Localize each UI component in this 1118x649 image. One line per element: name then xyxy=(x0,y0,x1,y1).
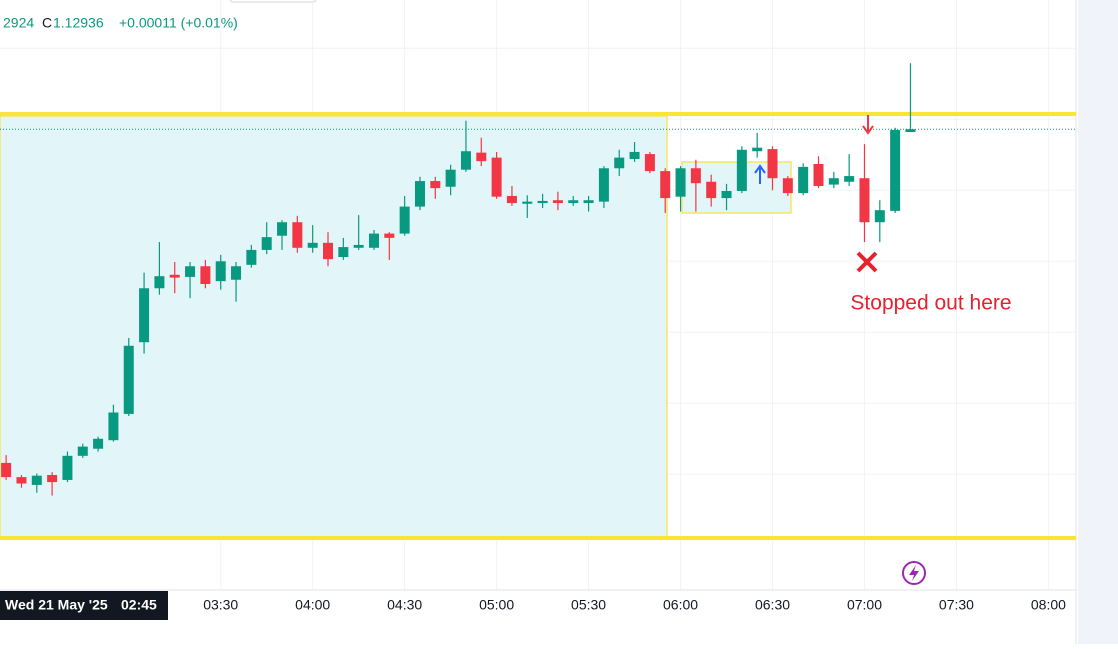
candle-body xyxy=(813,164,824,187)
candle-body xyxy=(598,168,609,202)
range-box xyxy=(0,115,668,539)
candle-body xyxy=(890,129,901,211)
candle-body xyxy=(384,233,395,238)
candle-body xyxy=(583,200,594,204)
x-tick-label: 06:00 xyxy=(663,597,698,613)
candle-body xyxy=(123,345,134,414)
candle-body xyxy=(675,168,686,197)
candle-body xyxy=(277,222,288,236)
candle-body xyxy=(767,149,778,179)
alert-icon[interactable] xyxy=(902,561,926,585)
x-tick-label: 04:00 xyxy=(295,597,330,613)
candle-body xyxy=(706,181,717,199)
candle-body xyxy=(859,178,870,223)
x-tick-label: 05:00 xyxy=(479,597,514,613)
candle-body xyxy=(62,455,73,480)
annotation: Stopped out here xyxy=(850,292,1011,315)
x-tick-label: 06:30 xyxy=(755,597,790,613)
candle-body xyxy=(721,190,732,199)
candle-body xyxy=(552,200,563,204)
top-tab xyxy=(229,0,317,3)
candle-body xyxy=(353,244,364,248)
candle-body xyxy=(154,276,165,289)
candle-body xyxy=(537,200,548,204)
x-tick-label: 07:00 xyxy=(847,597,882,613)
candle-body xyxy=(414,181,425,207)
x-tick-label: 04:30 xyxy=(387,597,422,613)
candle-body xyxy=(828,178,839,185)
header-low: 2924 xyxy=(3,15,34,31)
candle-body xyxy=(614,157,625,169)
candle-body xyxy=(323,242,334,260)
x-tick-label: 07:30 xyxy=(939,597,974,613)
candle-body xyxy=(568,200,579,204)
exit-arrow xyxy=(862,115,874,135)
candle-body xyxy=(690,168,701,184)
candle-body xyxy=(108,412,119,441)
crosshair-date: Wed 21 May '25 xyxy=(5,597,108,613)
candle-body xyxy=(139,288,150,343)
candle-body xyxy=(844,176,855,182)
candles xyxy=(1,63,916,496)
candle-body xyxy=(215,261,226,282)
candle-body xyxy=(231,266,242,280)
candle-body xyxy=(736,149,747,191)
header-change: +0.00011 (+0.01%) xyxy=(119,15,238,31)
candle-body xyxy=(476,152,487,162)
crosshair-time: 02:45 xyxy=(121,597,157,613)
candle-body xyxy=(16,477,27,484)
x-tick-label: 05:30 xyxy=(571,597,606,613)
candle-body xyxy=(93,438,104,449)
candle-body xyxy=(874,210,885,223)
crosshair-box xyxy=(0,591,168,620)
candle-body xyxy=(292,222,303,248)
x-tick-label: 08:00 xyxy=(1031,597,1066,613)
candle-body xyxy=(445,169,456,187)
candle-body xyxy=(307,242,318,248)
candle-body xyxy=(752,147,763,152)
candle-body xyxy=(506,195,517,204)
candle-body xyxy=(905,129,916,133)
candle-body xyxy=(200,266,211,284)
candle-body xyxy=(185,266,196,277)
header: 2924 C 1.12936 +0.00011 (+0.01%) xyxy=(3,15,238,31)
side-panel xyxy=(1078,0,1118,644)
candle-body xyxy=(399,206,410,234)
time-axis: 03:30 04:00 04:30 05:00 05:30 06:00 06:30 07:00… xyxy=(203,597,1066,613)
candle-body xyxy=(31,475,42,485)
candle-body xyxy=(169,274,180,278)
entry-arrow xyxy=(754,164,766,184)
x-tick-label: 03:30 xyxy=(203,597,238,613)
candle-body xyxy=(460,151,471,170)
candle-body xyxy=(47,474,58,483)
candle-body xyxy=(1,462,12,478)
candle-body xyxy=(246,249,257,265)
candle-body xyxy=(660,171,671,199)
candle-body xyxy=(629,151,640,160)
candle-body xyxy=(491,157,502,197)
candle-body xyxy=(338,247,349,258)
header-close-prefix: C xyxy=(42,15,52,31)
candle-body xyxy=(77,446,88,456)
header-close: 1.12936 xyxy=(53,15,104,31)
candle-body xyxy=(430,181,441,189)
candle-body xyxy=(782,178,793,194)
candle-body xyxy=(798,166,809,194)
stop-cross xyxy=(856,251,878,273)
candle-body xyxy=(368,233,379,248)
candle-body xyxy=(644,154,655,172)
candle-body xyxy=(261,237,272,250)
candle-body xyxy=(522,201,533,204)
